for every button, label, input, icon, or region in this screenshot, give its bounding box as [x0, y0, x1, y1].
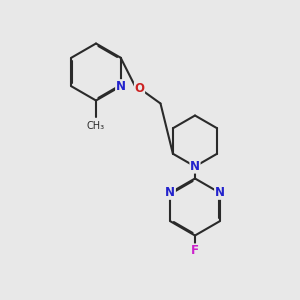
Text: N: N	[190, 160, 200, 173]
Text: CH₃: CH₃	[87, 121, 105, 130]
Text: N: N	[116, 80, 126, 93]
Text: F: F	[191, 244, 199, 257]
Text: N: N	[215, 186, 225, 199]
Text: N: N	[165, 186, 175, 199]
Text: O: O	[134, 82, 145, 95]
